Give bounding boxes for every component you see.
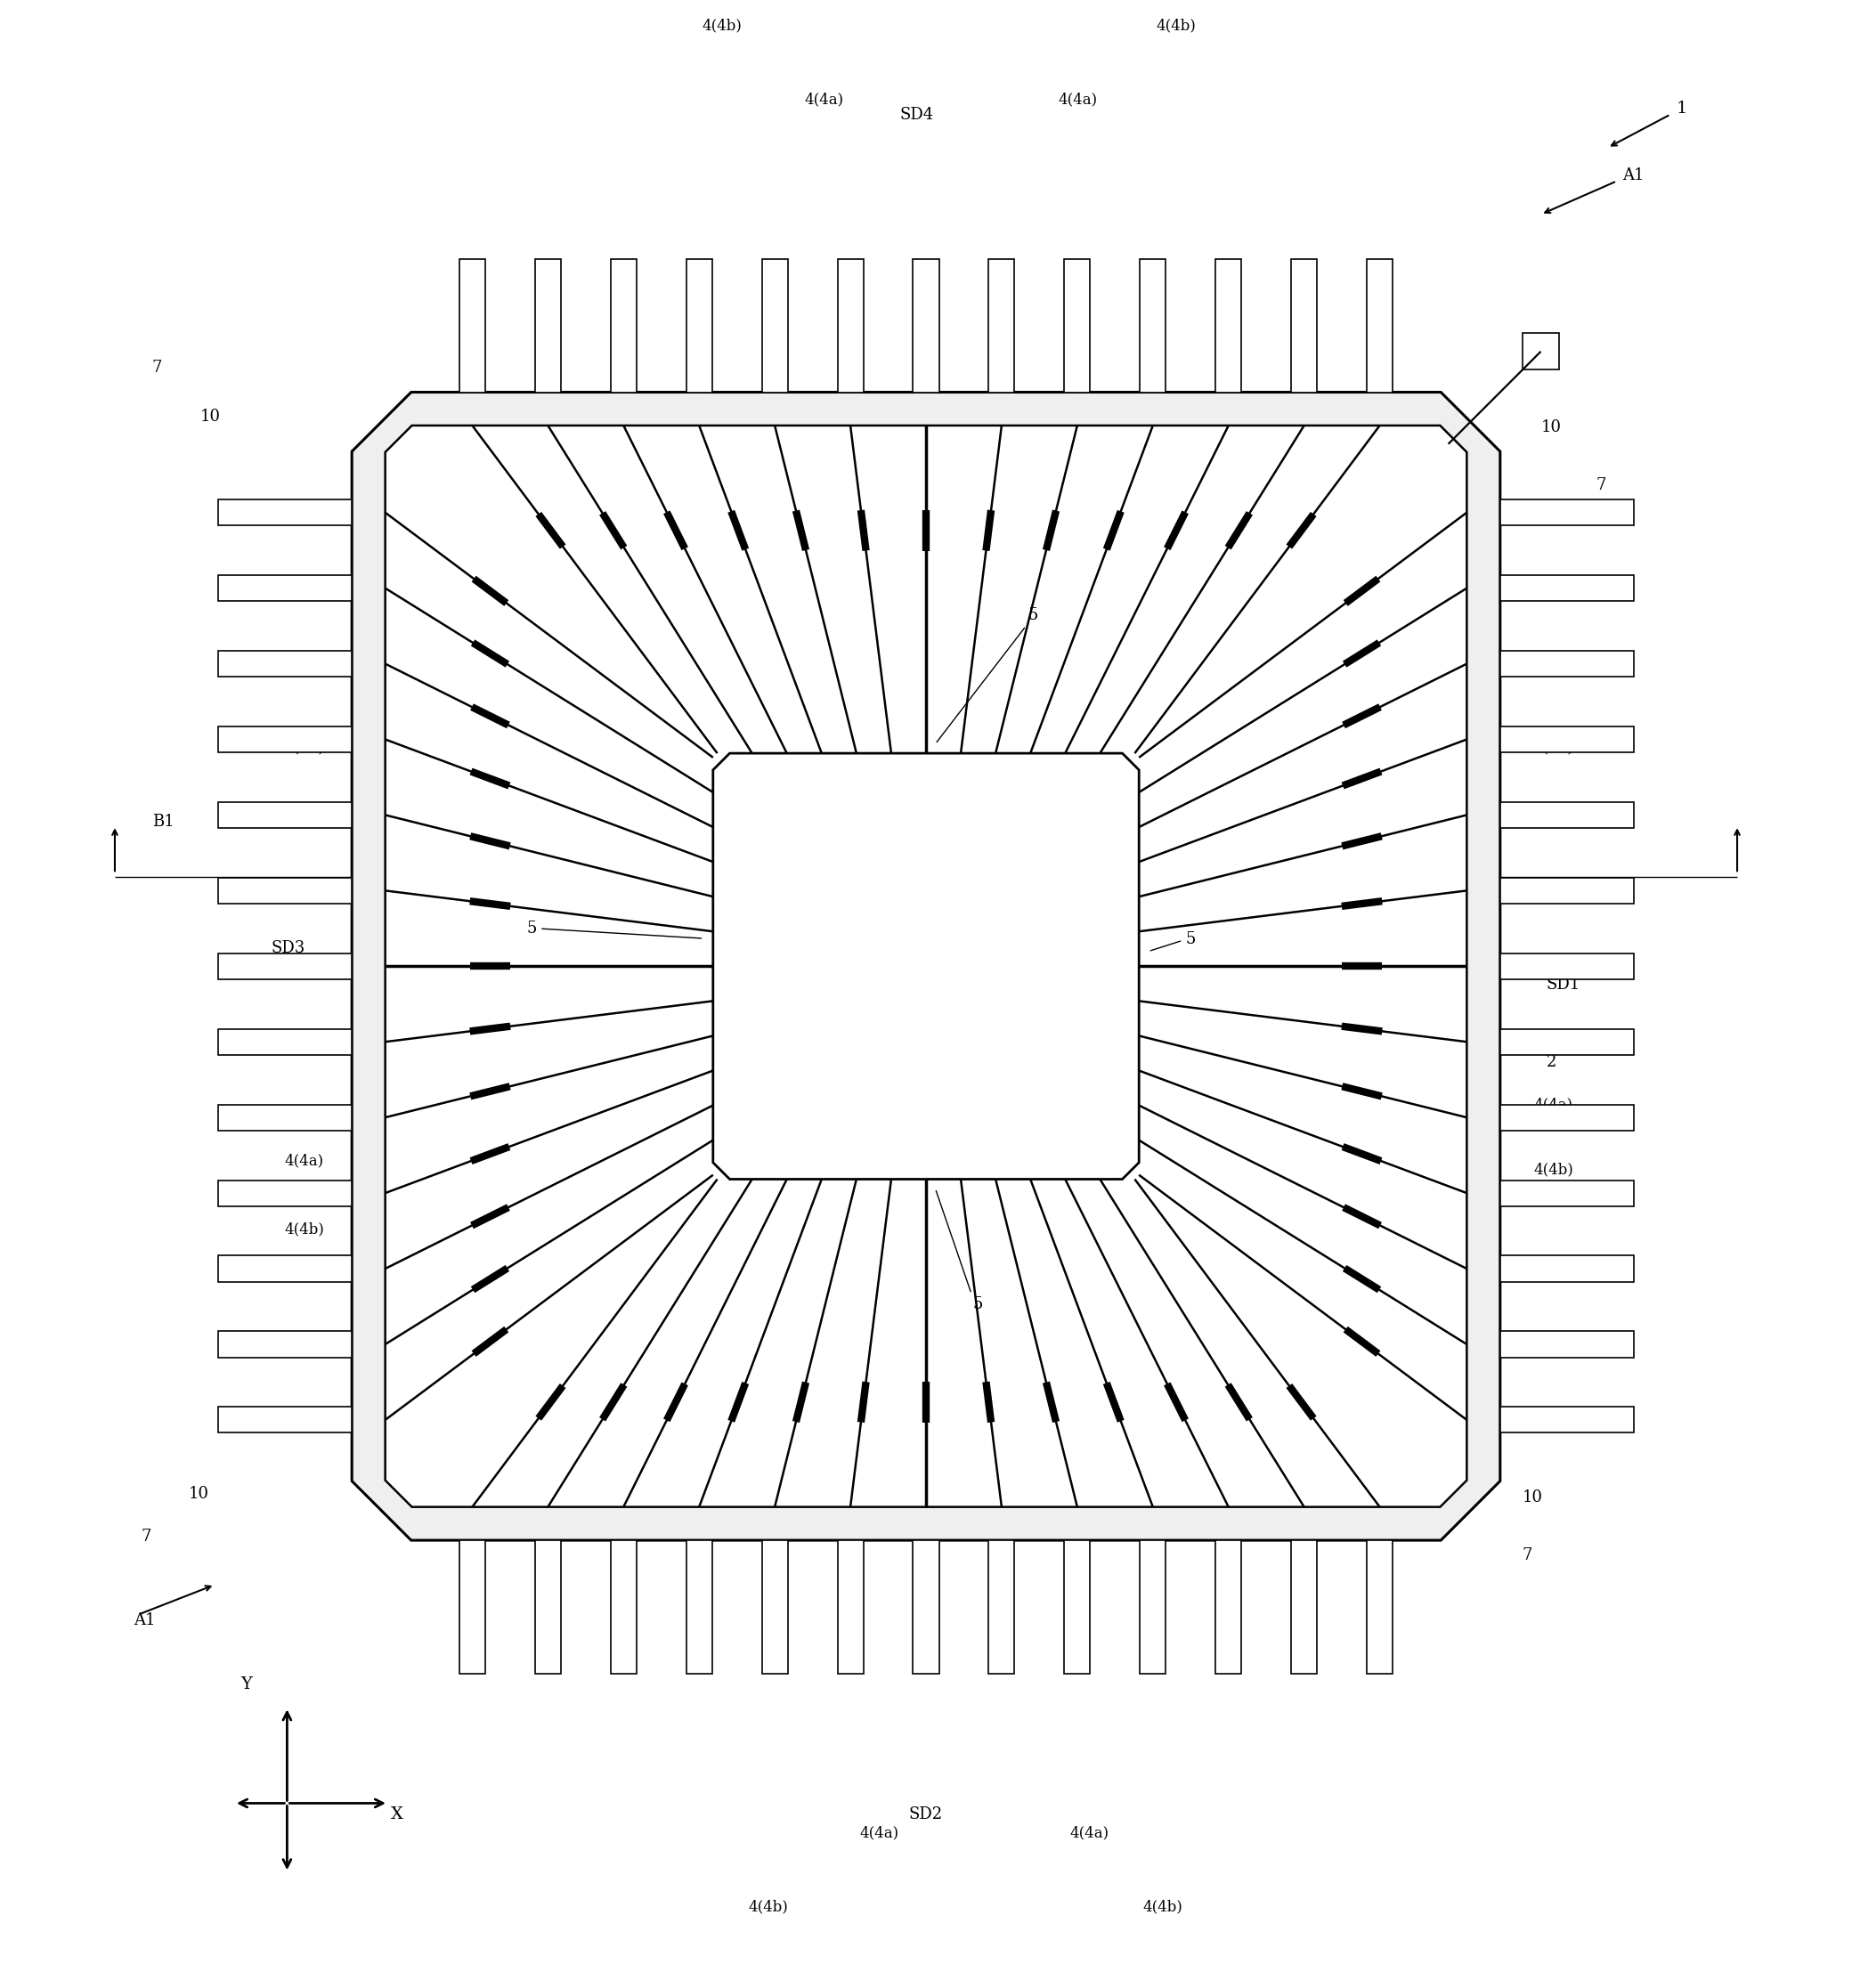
- Bar: [1291, 1541, 1317, 1674]
- Bar: [761, 1541, 787, 1674]
- Bar: [1367, 1541, 1393, 1674]
- Text: 2: 2: [1546, 1054, 1556, 1070]
- Bar: [685, 258, 711, 392]
- Bar: [219, 801, 352, 827]
- Bar: [1522, 334, 1559, 370]
- Text: 7: 7: [152, 360, 161, 376]
- Bar: [1291, 258, 1317, 392]
- Bar: [535, 258, 561, 392]
- Bar: [1500, 1256, 1633, 1282]
- Text: 4(4b): 4(4b): [283, 1221, 324, 1237]
- Text: 5: 5: [935, 1191, 982, 1312]
- Bar: [219, 726, 352, 751]
- Text: 4(4b): 4(4b): [283, 740, 324, 755]
- Bar: [219, 575, 352, 600]
- Bar: [1141, 1541, 1167, 1674]
- Text: 10: 10: [1522, 1489, 1543, 1505]
- Text: 4(4b): 4(4b): [1156, 18, 1196, 34]
- Text: 4(4b): 4(4b): [1533, 1163, 1574, 1177]
- Bar: [837, 1541, 863, 1674]
- Text: 4(4a): 4(4a): [1057, 91, 1098, 107]
- Bar: [1500, 954, 1633, 980]
- Text: SD3: SD3: [272, 940, 306, 956]
- Bar: [219, 1030, 352, 1056]
- Text: 10: 10: [200, 408, 220, 423]
- Text: 4(4b): 4(4b): [748, 1899, 789, 1914]
- Polygon shape: [385, 425, 1467, 1507]
- Text: B1: B1: [1559, 813, 1582, 829]
- Bar: [1500, 1408, 1633, 1433]
- Text: SD1: SD1: [1546, 976, 1580, 992]
- Text: 4(4a): 4(4a): [1533, 811, 1572, 825]
- Text: 4(4b): 4(4b): [702, 18, 743, 34]
- Text: 4(4a): 4(4a): [1533, 1097, 1572, 1113]
- Bar: [1500, 575, 1633, 600]
- Text: 1: 1: [1676, 101, 1687, 117]
- Bar: [1500, 726, 1633, 751]
- Bar: [1141, 258, 1167, 392]
- Bar: [219, 877, 352, 905]
- Text: 10: 10: [1541, 419, 1561, 435]
- Text: B1: B1: [152, 813, 174, 829]
- Bar: [685, 1541, 711, 1674]
- Bar: [219, 1332, 352, 1358]
- Text: A1: A1: [1622, 167, 1645, 183]
- Bar: [1500, 650, 1633, 676]
- Bar: [1215, 1541, 1241, 1674]
- Bar: [1500, 1105, 1633, 1131]
- Polygon shape: [713, 753, 1139, 1179]
- Text: 4(4a): 4(4a): [285, 1153, 324, 1169]
- Text: 7: 7: [1522, 1547, 1532, 1563]
- Bar: [535, 1541, 561, 1674]
- Bar: [219, 1181, 352, 1207]
- Bar: [1500, 877, 1633, 905]
- Polygon shape: [352, 392, 1500, 1541]
- Bar: [459, 1541, 485, 1674]
- Bar: [1367, 258, 1393, 392]
- Bar: [989, 258, 1015, 392]
- Text: A1: A1: [133, 1612, 156, 1628]
- Bar: [913, 1541, 939, 1674]
- Text: Y: Y: [241, 1676, 252, 1692]
- Text: X: X: [391, 1807, 404, 1823]
- Text: 4(4b): 4(4b): [1143, 1899, 1183, 1914]
- Bar: [219, 1408, 352, 1433]
- Bar: [1065, 1541, 1091, 1674]
- Bar: [1500, 499, 1633, 525]
- Text: 7: 7: [1596, 477, 1606, 493]
- Bar: [219, 954, 352, 980]
- Text: 5: 5: [1150, 932, 1195, 950]
- Bar: [1065, 258, 1091, 392]
- Text: 4(4a): 4(4a): [1069, 1825, 1109, 1841]
- Text: SD2: SD2: [909, 1807, 943, 1823]
- Bar: [219, 1105, 352, 1131]
- Bar: [1215, 258, 1241, 392]
- Text: SD4: SD4: [900, 107, 933, 123]
- Text: 5: 5: [528, 920, 702, 938]
- Bar: [611, 1541, 637, 1674]
- Bar: [219, 650, 352, 676]
- Bar: [611, 258, 637, 392]
- Bar: [219, 1256, 352, 1282]
- Bar: [459, 258, 485, 392]
- Bar: [1500, 1332, 1633, 1358]
- Bar: [989, 1541, 1015, 1674]
- Bar: [1500, 801, 1633, 827]
- Bar: [837, 258, 863, 392]
- Bar: [761, 258, 787, 392]
- Text: 7: 7: [141, 1529, 150, 1545]
- Text: 4(4a): 4(4a): [804, 91, 845, 107]
- Bar: [1500, 1181, 1633, 1207]
- Bar: [219, 499, 352, 525]
- Text: 4(4b): 4(4b): [1533, 740, 1574, 755]
- Text: 5: 5: [937, 608, 1037, 742]
- Text: 4(4a): 4(4a): [859, 1825, 900, 1841]
- Text: 4(4a): 4(4a): [285, 811, 324, 825]
- Bar: [1500, 1030, 1633, 1056]
- Bar: [913, 258, 939, 392]
- Text: 10: 10: [189, 1485, 209, 1503]
